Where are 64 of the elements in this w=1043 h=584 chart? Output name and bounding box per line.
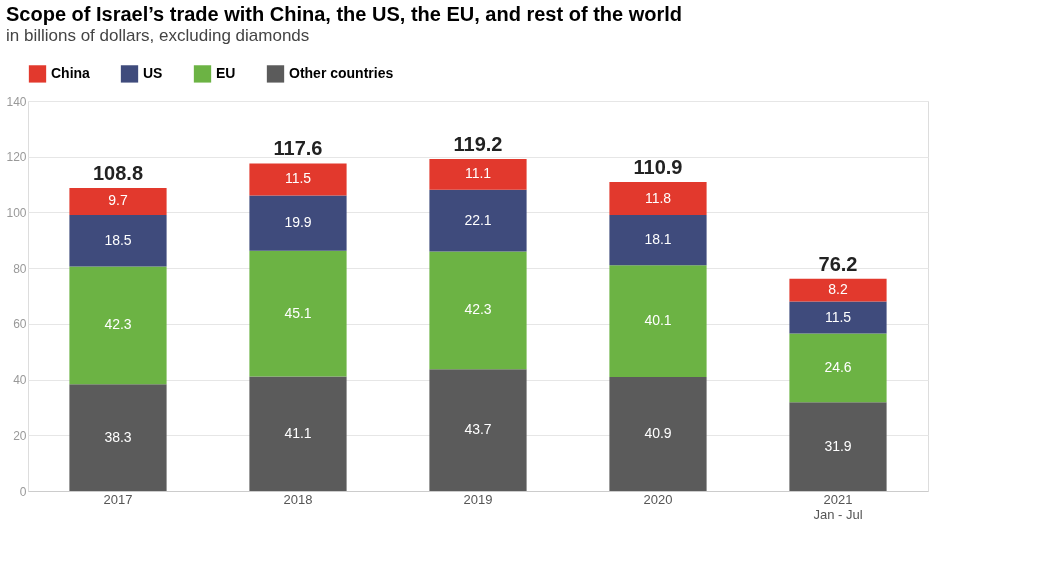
data-label: 11.8 xyxy=(644,189,672,206)
bar xyxy=(69,187,167,215)
bar xyxy=(789,333,887,403)
data-label: 18.5 xyxy=(104,231,132,248)
bar xyxy=(69,266,167,385)
data-label: 11.5 xyxy=(824,308,852,325)
x-tick-label: 2019 xyxy=(463,491,493,507)
bar xyxy=(249,163,347,196)
data-label: 40.9 xyxy=(644,425,672,442)
bar xyxy=(249,195,347,251)
chart-title: Scope of Israel’s trade with China, the US, the EU, and rest of the world xyxy=(5,3,683,25)
bar xyxy=(69,214,167,267)
data-label: 19.9 xyxy=(284,214,312,231)
data-label: 9.7 xyxy=(108,192,128,209)
data-label: 31.9 xyxy=(824,437,852,454)
legend-label: US xyxy=(143,64,163,81)
y-tick-label: 20 xyxy=(13,428,27,443)
bar xyxy=(609,265,707,378)
bar xyxy=(789,301,887,334)
data-label: 18.1 xyxy=(644,231,672,248)
bar xyxy=(429,189,527,252)
y-tick-label: 40 xyxy=(13,373,27,388)
legend-label: China xyxy=(51,64,91,81)
y-tick-label: 60 xyxy=(13,317,27,332)
x-tick-label: 2018 xyxy=(283,491,313,507)
bar xyxy=(609,182,707,215)
bar xyxy=(609,214,707,266)
y-tick-label: 80 xyxy=(13,261,27,276)
data-label: 40.1 xyxy=(644,312,672,329)
data-label: 11.5 xyxy=(284,170,312,187)
legend-label: Other countries xyxy=(289,64,394,81)
total-label: 76.2 xyxy=(818,252,858,275)
y-tick-label: 140 xyxy=(6,94,27,109)
bar xyxy=(249,376,347,491)
x-tick-label: 2021 Jan - Jul xyxy=(813,491,863,522)
data-label: 42.3 xyxy=(464,301,492,318)
bar xyxy=(429,158,527,190)
bar xyxy=(429,369,527,491)
data-label: 41.1 xyxy=(284,424,312,441)
data-label: 22.1 xyxy=(464,211,492,228)
data-label: 11.1 xyxy=(464,165,492,182)
data-label: 38.3 xyxy=(104,428,132,445)
data-label: 8.2 xyxy=(828,281,848,298)
y-tick-label: 0 xyxy=(19,484,27,499)
data-label: 42.3 xyxy=(104,316,132,333)
total-label: 117.6 xyxy=(273,137,323,160)
x-tick-label: 2017 xyxy=(103,491,133,507)
x-tick-label: 2020 xyxy=(643,491,673,507)
data-label: 45.1 xyxy=(284,304,312,321)
bar xyxy=(429,251,527,370)
y-tick-label: 100 xyxy=(6,205,27,220)
bar xyxy=(249,250,347,377)
data-label: 24.6 xyxy=(824,358,852,375)
data-label: 43.7 xyxy=(464,421,492,438)
total-label: 108.8 xyxy=(92,161,144,184)
bar xyxy=(789,402,887,491)
bar xyxy=(789,278,887,302)
total-label: 119.2 xyxy=(453,132,503,155)
chart-subtitle: in billions of dollars, excluding diamonds xyxy=(5,26,310,45)
y-tick-label: 120 xyxy=(6,150,27,165)
bar xyxy=(69,384,167,491)
bar xyxy=(609,377,707,491)
total-label: 110.9 xyxy=(633,156,683,179)
legend-label: EU xyxy=(216,64,236,81)
